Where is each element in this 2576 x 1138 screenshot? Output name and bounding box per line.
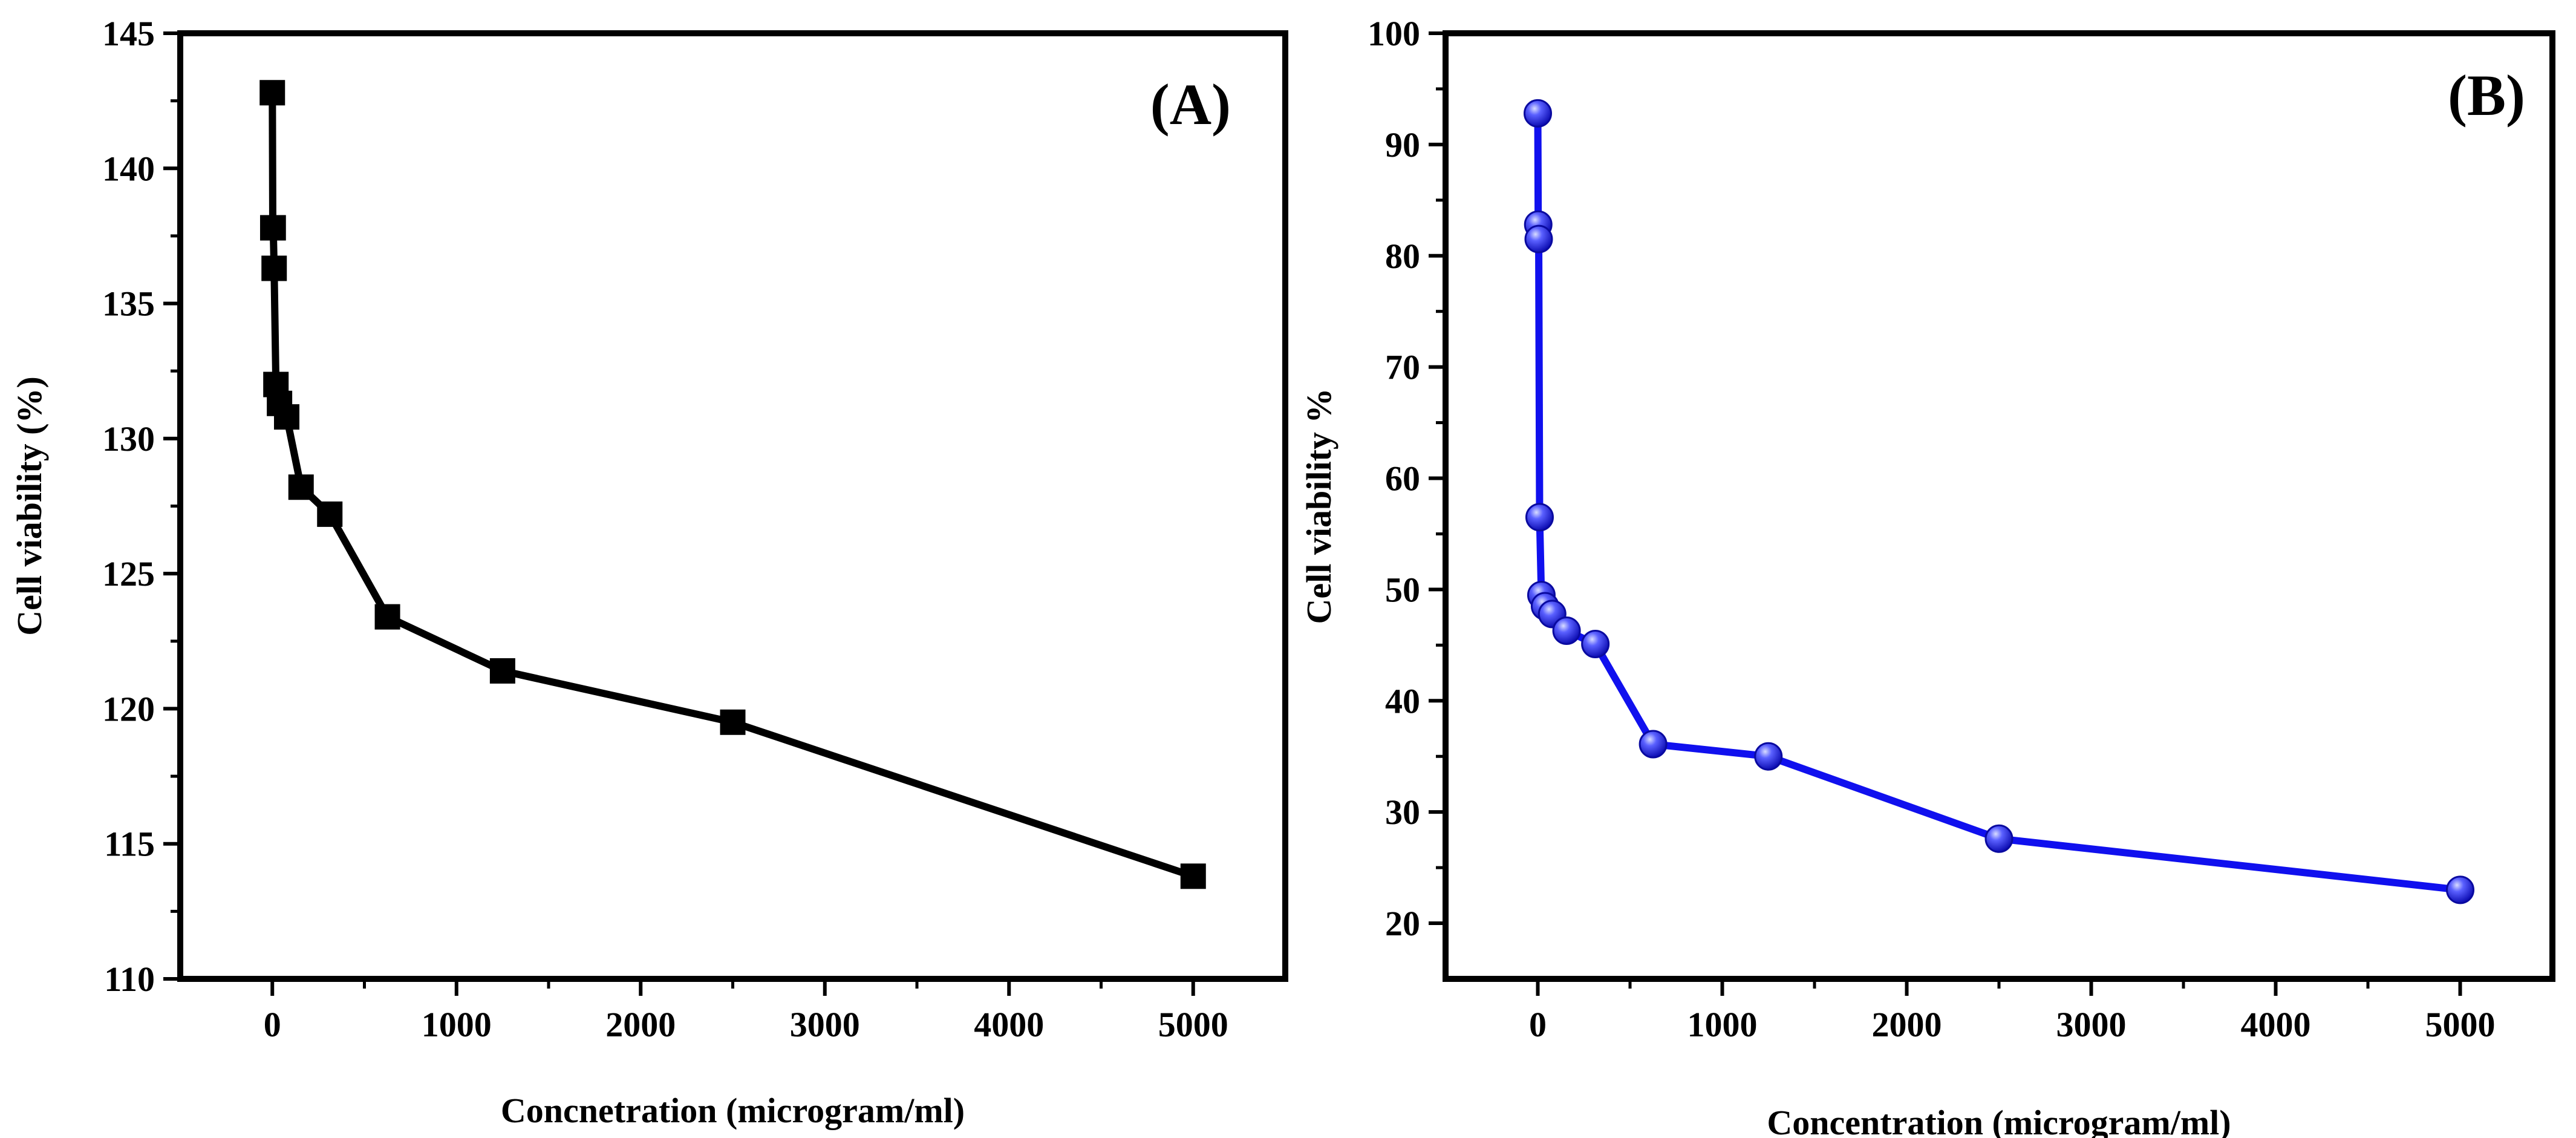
x-tick-label: 5000 xyxy=(1158,1005,1228,1044)
plot-frame xyxy=(177,30,1288,982)
y-tick-label: 110 xyxy=(104,960,155,999)
x-axis-title: Concentration (microgram/ml) xyxy=(1767,1103,2231,1138)
x-tick-label: 3000 xyxy=(790,1005,860,1044)
y-tick-label: 20 xyxy=(1385,904,1420,943)
y-tick-label: 50 xyxy=(1385,570,1420,609)
y-tick-label: 80 xyxy=(1385,237,1420,276)
data-point xyxy=(1525,503,1554,532)
x-tick-label: 2000 xyxy=(605,1005,676,1044)
y-axis-title: Cell viability % xyxy=(1299,388,1339,624)
series-line xyxy=(269,93,1195,880)
data-point xyxy=(1552,616,1581,645)
data-point xyxy=(1180,863,1206,889)
x-tick-label: 1000 xyxy=(1687,1005,1758,1044)
y-axis-ticks: 110 115 120 125 130 135 140 145 xyxy=(102,14,180,999)
x-tick-label: 4000 xyxy=(974,1005,1044,1044)
data-point xyxy=(288,474,314,500)
data-point xyxy=(2446,875,2474,904)
data-point xyxy=(261,255,287,281)
panel-b: 0 1000 2000 3000 4000 5000 20 30 40 50 60 70 80 90 10… xyxy=(1299,14,2555,1138)
y-tick-label: 120 xyxy=(102,689,155,728)
y-tick-label: 140 xyxy=(102,149,155,188)
y-axis-title: Cell viability (%) xyxy=(10,376,49,636)
y-tick-label: 145 xyxy=(102,14,155,53)
data-point xyxy=(260,215,286,241)
y-axis-ticks: 20 30 40 50 60 70 80 90 100 xyxy=(1368,14,1446,943)
data-series xyxy=(1524,99,2474,904)
data-point xyxy=(274,404,300,430)
x-tick-label: 4000 xyxy=(2241,1005,2311,1044)
x-tick-label: 2000 xyxy=(1872,1005,1942,1044)
panel-label: (A) xyxy=(1150,72,1231,137)
series-line xyxy=(1534,113,2461,894)
data-point xyxy=(1984,824,2014,853)
panel-label: (B) xyxy=(2448,63,2525,128)
x-tick-label: 0 xyxy=(1529,1005,1547,1044)
y-tick-label: 70 xyxy=(1385,348,1420,387)
data-point xyxy=(1754,742,1783,771)
data-point xyxy=(317,501,343,527)
panel-a: 0 1000 2000 3000 4000 5000 110 115 120 125 130 135… xyxy=(10,14,1288,1130)
data-point xyxy=(259,80,285,106)
y-tick-label: 90 xyxy=(1385,125,1420,165)
data-point xyxy=(1581,630,1610,659)
y-tick-label: 30 xyxy=(1385,793,1420,832)
y-tick-label: 100 xyxy=(1368,14,1420,53)
x-tick-label: 1000 xyxy=(422,1005,492,1044)
data-point xyxy=(374,604,400,630)
y-tick-label: 40 xyxy=(1385,681,1420,721)
data-point xyxy=(1524,224,1553,253)
y-tick-label: 125 xyxy=(102,554,155,594)
x-axis-ticks: 0 1000 2000 3000 4000 5000 xyxy=(264,979,1228,1044)
x-tick-label: 0 xyxy=(264,1005,281,1044)
x-tick-label: 3000 xyxy=(2056,1005,2127,1044)
x-tick-label: 5000 xyxy=(2425,1005,2496,1044)
x-axis-title: Concnetration (microgram/ml) xyxy=(501,1091,965,1130)
y-tick-label: 135 xyxy=(102,284,155,324)
data-point xyxy=(489,658,515,684)
y-tick-label: 60 xyxy=(1385,459,1420,499)
data-point xyxy=(1524,99,1552,128)
data-point xyxy=(1639,730,1668,759)
data-point xyxy=(720,709,746,735)
x-axis-ticks: 0 1000 2000 3000 4000 5000 xyxy=(1529,979,2496,1044)
y-tick-label: 115 xyxy=(104,825,155,864)
data-series xyxy=(259,80,1206,889)
y-tick-label: 130 xyxy=(102,419,155,459)
